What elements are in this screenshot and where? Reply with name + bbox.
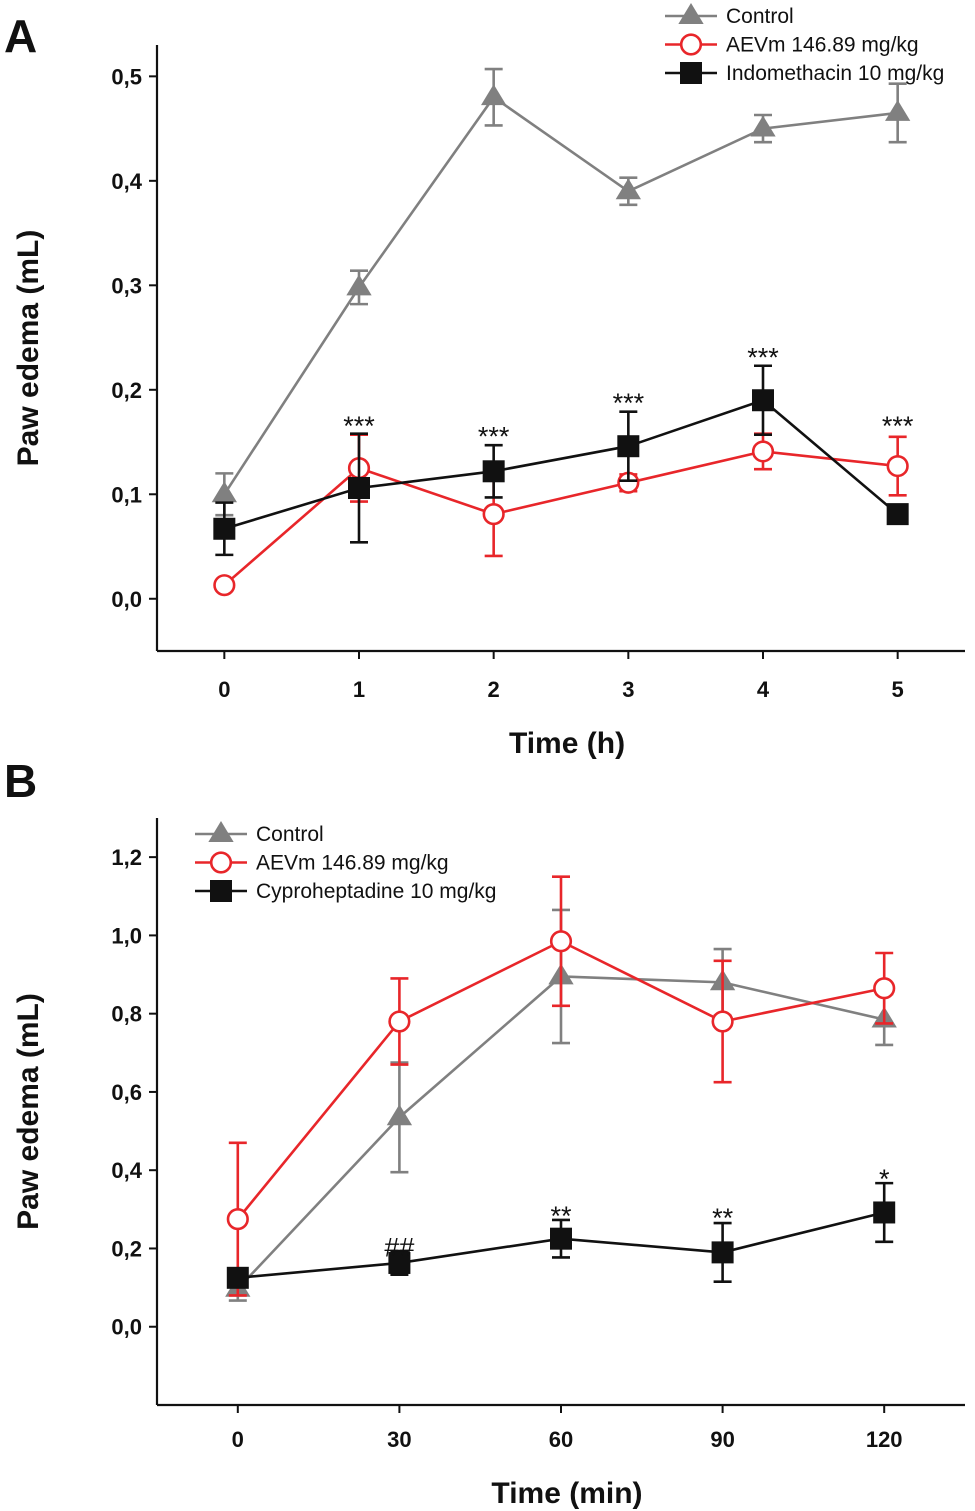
panel-b-series-cyproheptadine-10-mg-kg-point: [550, 1227, 572, 1250]
panel-a-x-tick-label: 1: [353, 677, 365, 702]
panel-a-chart: A 0,0 0,1 0,2 0,3 0,4 0,5 0 1 2 3 4 5 Time (h) Paw ede…: [4, 3, 965, 760]
panel-b-series-cyproheptadine-10-mg-kg-point: [226, 1266, 249, 1289]
panel-a-series-indomethacin-10-mg-kg-point: [752, 389, 774, 412]
panel-a-series-control-point: [346, 274, 372, 296]
panel-a-x-tick-label: 5: [892, 677, 904, 702]
panel-a-series-aevm-146-89-mg-kg-line: [223, 450, 898, 587]
panel-a-x-tick-label: 4: [757, 677, 770, 702]
panel-a-series-indomethacin-10-mg-kg-point: [617, 435, 640, 458]
panel-a-letter: A: [4, 10, 37, 62]
panel-a-series-indomethacin-10-mg-kg: [213, 364, 909, 557]
panel-b-legend-label: AEVm 146.89 mg/kg: [256, 852, 449, 875]
panel-a-series-aevm-146-89-mg-kg-point: [751, 440, 775, 463]
panel-b-x-axis-title: Time (min): [491, 1477, 642, 1510]
panel-a-y-tick-label: 0,3: [111, 273, 142, 298]
panel-a-significance-label: ***: [478, 422, 510, 452]
panel-b-legend-marker: [208, 821, 234, 842]
panel-b-legend: Control AEVm 146.89 mg/kg Cyproheptadine 1…: [195, 821, 497, 903]
panel-b-series-cyproheptadine-10-mg-kg-point: [711, 1241, 734, 1264]
panel-b-legend-label: Control: [256, 823, 324, 846]
panel-a-series-aevm-146-89-mg-kg-point: [886, 454, 909, 478]
panel-b-significance-label: *: [879, 1164, 890, 1194]
panel-a-x-tick-label: 0: [218, 677, 230, 702]
panel-b-series-cyproheptadine-10-mg-kg-point: [388, 1251, 411, 1274]
panel-a-significance-label: ***: [882, 411, 914, 441]
panel-a-series-control-point: [750, 115, 776, 137]
panel-b-y-tick-label: 0,6: [111, 1080, 142, 1105]
panel-a-significance-label: ***: [747, 342, 779, 372]
panel-b-y-tick-label: 1,0: [111, 923, 142, 948]
panel-b-series-aevm-146-89-mg-kg-point: [711, 1010, 734, 1033]
panel-b-series-aevm-146-89-mg-kg-point: [226, 1208, 249, 1231]
panel-b-significance-label: ##: [384, 1233, 414, 1263]
panel-a-series-indomethacin-10-mg-kg-line: [223, 398, 899, 530]
panel-a-x-tick-label: 3: [622, 677, 634, 702]
panel-b-y-tick-label: 1,2: [111, 845, 142, 870]
panel-b-legend-marker: [209, 851, 233, 874]
panel-a-legend-label: Indomethacin 10 mg/kg: [726, 62, 944, 85]
panel-a-y-tick-label: 0,0: [111, 587, 142, 612]
panel-a-series-control-point: [211, 481, 237, 503]
panel-a-series-control-line: [223, 95, 898, 495]
panel-a-series-indomethacin-10-mg-kg-point: [482, 460, 505, 483]
panel-b-series-aevm-146-89-mg-kg-point: [873, 977, 896, 1000]
panel-a-legend: Control AEVm 146.89 mg/kg Indomethacin 10 …: [665, 3, 944, 85]
panel-a-y-axis-title: Paw edema (mL): [12, 230, 45, 467]
panel-b-legend-marker: [210, 880, 232, 902]
panel-a-legend-label: AEVm 146.89 mg/kg: [726, 34, 919, 57]
panel-b-significance-label: **: [712, 1203, 734, 1233]
panel-b-x-tick-label: 120: [866, 1427, 903, 1452]
panel-b-chart: B 0,0 0,2 0,4 0,6 0,8 1,0 1,2 0 30 60 90 120 Time (mi…: [4, 755, 965, 1510]
panel-a-legend-marker: [680, 62, 702, 84]
panel-a-y-tick-label: 0,2: [111, 378, 142, 403]
panel-a-y-tick-label: 0,5: [111, 64, 142, 89]
panel-a-legend-label: Control: [726, 5, 794, 28]
panel-b-x-tick-label: 90: [710, 1427, 734, 1452]
panel-a-series-control-point: [615, 178, 641, 200]
panel-a-series-control-point: [481, 84, 507, 106]
panel-a-series-indomethacin-10-mg-kg-point: [348, 477, 370, 500]
panel-b-y-tick-label: 0,2: [111, 1236, 142, 1261]
panel-b-series-aevm-146-89-mg-kg-point: [549, 930, 573, 953]
panel-b-letter: B: [4, 755, 37, 807]
panel-a-significance-label: ***: [343, 411, 375, 441]
panel-b-y-tick-label: 0,4: [111, 1158, 142, 1183]
panel-b-y-tick-label: 0,8: [111, 1002, 142, 1027]
panel-a-series-aevm-146-89-mg-kg-point: [482, 503, 505, 526]
panel-a-x-axis-title: Time (h): [509, 727, 625, 760]
panel-a-series-indomethacin-10-mg-kg-point: [213, 517, 236, 540]
panel-a-series-control: [211, 67, 911, 517]
panel-a-legend-marker: [679, 33, 703, 56]
panel-b-y-tick-label: 0,0: [111, 1315, 142, 1340]
panel-a-series-aevm-146-89-mg-kg: [213, 432, 909, 597]
panel-b-series-cyproheptadine-10-mg-kg: [226, 1181, 896, 1289]
panel-a-y-tick-label: 0,1: [111, 482, 142, 507]
panel-a-legend-marker: [678, 3, 704, 24]
panel-b-series-cyproheptadine-10-mg-kg-point: [873, 1201, 896, 1224]
panel-b-x-tick-label: 0: [232, 1427, 244, 1452]
panel-a-x-tick-label: 2: [488, 677, 500, 702]
panel-b-y-axis-title: Paw edema (mL): [12, 993, 45, 1230]
panel-b-x-tick-label: 30: [387, 1427, 411, 1452]
panel-b-series-aevm-146-89-mg-kg: [226, 875, 896, 1297]
panel-a-series-aevm-146-89-mg-kg-point: [213, 574, 236, 597]
panel-a-significance-label: ***: [613, 388, 645, 418]
panel-a-series-control-point: [885, 99, 911, 121]
panel-b-series-control-point: [386, 1104, 413, 1126]
panel-b-legend-label: Cyproheptadine 10 mg/kg: [256, 880, 497, 903]
panel-b-series-aevm-146-89-mg-kg-point: [388, 1010, 411, 1033]
panel-b-x-tick-label: 60: [549, 1427, 573, 1452]
panel-b-significance-label: **: [550, 1201, 572, 1231]
panel-a-y-tick-label: 0,4: [111, 169, 142, 194]
panel-a-series-indomethacin-10-mg-kg-point: [886, 503, 909, 526]
